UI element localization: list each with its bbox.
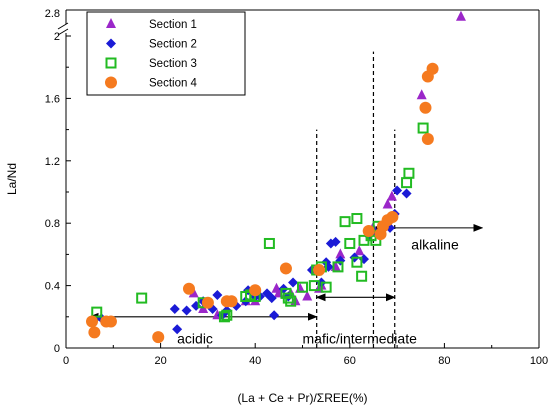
data-point-circle [426, 62, 439, 75]
data-point-square [308, 280, 320, 292]
x-tick-label: 100 [530, 355, 548, 367]
data-point-square [221, 309, 233, 321]
data-point-square [417, 122, 429, 134]
y-tick-label: 0.8 [45, 218, 60, 230]
data-point-circle [104, 315, 117, 328]
x-axis-title: (La + Ce + Pr)/ΣREE(%) [237, 391, 367, 405]
x-tick-label: 40 [249, 355, 261, 367]
legend-label: Section 1 [149, 19, 197, 31]
data-point-circle [201, 296, 214, 309]
data-point-circle [88, 326, 101, 339]
data-point-diamond [269, 310, 280, 321]
legend-marker-circle [105, 76, 117, 89]
data-point-circle [86, 315, 99, 328]
data-point-square [285, 295, 297, 307]
range-label: alkaline [411, 237, 459, 253]
data-point-square [91, 306, 103, 318]
data-point-square [339, 216, 351, 228]
data-point-circle [249, 284, 262, 297]
range-label: acidic [177, 330, 213, 346]
data-point-square [297, 281, 308, 293]
data-point-triangle [455, 10, 466, 21]
data-point-triangle [354, 245, 365, 256]
range-label: mafic/intermediate [303, 330, 418, 346]
legend-label: Section 2 [149, 39, 197, 51]
data-point-square [351, 256, 363, 268]
data-point-diamond [401, 188, 412, 199]
x-tick-label: 20 [154, 355, 166, 367]
data-point-circle [362, 225, 375, 237]
data-point-diamond [212, 289, 223, 300]
data-point-square [344, 237, 356, 249]
data-point-circle [419, 101, 432, 114]
data-point-square [218, 311, 230, 323]
y-tick-label: 2 [54, 31, 60, 43]
data-point-square [351, 213, 363, 225]
data-point-diamond [266, 293, 277, 304]
y-tick-label: 0 [54, 343, 60, 355]
data-point-square [282, 292, 294, 304]
legend-label: Section 3 [149, 58, 197, 70]
y-axis-title: La/Nd [5, 163, 19, 195]
data-point-triangle [386, 190, 397, 201]
legend-marker-triangle [106, 18, 116, 28]
data-point-triangle [335, 248, 346, 259]
data-point-square [356, 270, 368, 282]
data-point-square [320, 281, 332, 293]
data-point-circle [313, 264, 326, 276]
data-point-diamond [172, 324, 183, 335]
data-point-diamond [169, 304, 180, 314]
data-point-circle [182, 282, 195, 295]
data-point-circle [279, 262, 292, 275]
data-point-circle [386, 210, 399, 223]
x-tick-label: 60 [344, 355, 356, 367]
data-point-triangle [302, 290, 313, 301]
data-point-diamond [330, 236, 341, 247]
y-tick-label: 1.6 [45, 93, 60, 105]
axis-break-mark [57, 28, 69, 36]
legend-marker-square [105, 57, 117, 69]
y-tick-label-top: 2.8 [45, 8, 60, 20]
axis-break-mark [57, 22, 69, 30]
legend-label: Section 4 [149, 78, 198, 90]
data-point-triangle [416, 89, 427, 100]
data-point-square [263, 237, 275, 249]
data-point-square [403, 167, 415, 179]
data-point-circle [225, 295, 238, 308]
x-tick-label: 0 [63, 355, 69, 367]
x-tick-label: 80 [438, 355, 450, 367]
legend-marker-diamond [106, 38, 116, 49]
y-tick-label: 1.2 [45, 156, 60, 168]
data-point-triangle [271, 282, 282, 293]
data-point-square [401, 177, 413, 189]
data-point-square [332, 261, 344, 273]
y-tick-label: 0.4 [45, 281, 60, 293]
data-point-diamond [288, 277, 299, 288]
data-point-square [136, 292, 148, 304]
data-point-diamond [181, 305, 192, 316]
data-point-triangle [382, 198, 393, 209]
data-point-circle [152, 331, 165, 344]
data-point-circle [421, 132, 434, 145]
data-point-diamond [392, 185, 403, 196]
